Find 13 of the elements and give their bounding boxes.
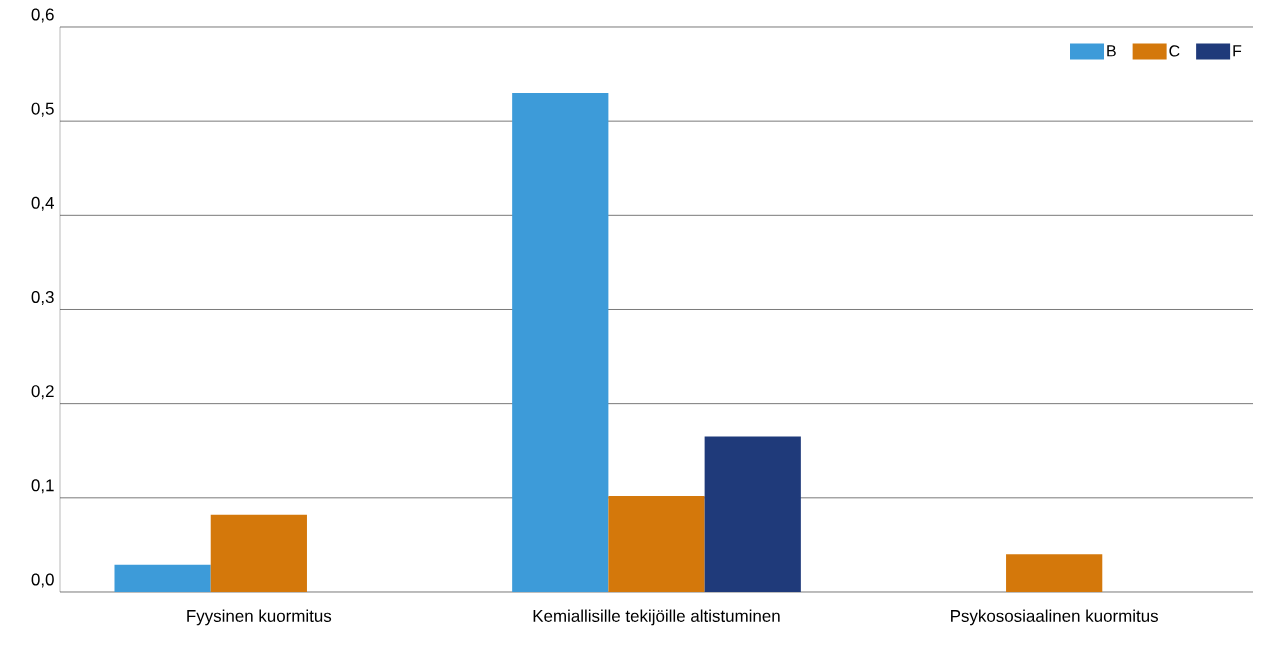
- y-tick-label: 0,5: [31, 102, 54, 117]
- x-tick-label: Fyysinen kuormitus: [187, 609, 332, 626]
- y-tick-label: 0,1: [31, 479, 54, 494]
- legend-label: C: [1169, 45, 1180, 57]
- y-tick-label: 0,3: [31, 290, 54, 305]
- y-tick-label: 0,6: [31, 8, 54, 23]
- y-tick-label: 0,4: [31, 196, 54, 211]
- y-tick-label: 0,2: [31, 385, 54, 400]
- x-tick-label: Kemiallisille tekijöille altistuminen: [533, 609, 780, 626]
- legend-label: F: [1233, 45, 1242, 57]
- y-tick-label: 0,0: [31, 573, 54, 588]
- legend-label: B: [1107, 45, 1116, 57]
- x-tick-label: Psykososiaalinen kuormitus: [951, 609, 1158, 626]
